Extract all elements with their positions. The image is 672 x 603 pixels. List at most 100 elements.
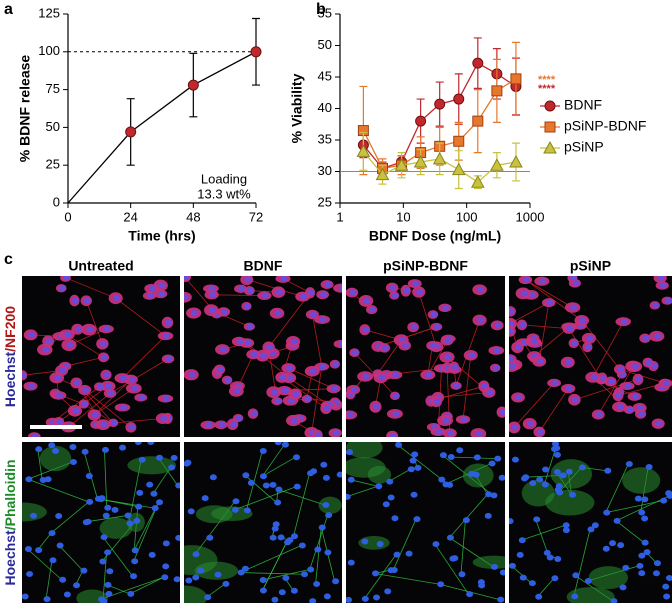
neurite (597, 374, 623, 415)
actin-patch (22, 502, 47, 522)
neurite (350, 479, 378, 487)
nucleus (322, 474, 330, 481)
nucleus (237, 569, 245, 576)
nucleus (346, 493, 351, 500)
nucleus (369, 306, 377, 313)
nucleus (490, 492, 498, 499)
data-point (413, 155, 428, 168)
nucleus (243, 303, 251, 310)
micrograph (184, 442, 342, 603)
nucleus (101, 354, 109, 361)
y-tick-label: 75 (46, 81, 60, 96)
legend-marker (543, 140, 557, 154)
nucleus (206, 534, 214, 541)
nucleus (298, 542, 306, 549)
nucleus (184, 460, 191, 467)
nucleus (73, 582, 81, 589)
neurite (615, 520, 645, 543)
nucleus (184, 294, 189, 301)
nucleus (161, 574, 169, 581)
nucleus (411, 451, 419, 458)
data-point (250, 46, 262, 58)
nucleus (372, 570, 380, 577)
nucleus (204, 594, 212, 601)
data-line (67, 51, 257, 204)
nucleus (641, 515, 649, 522)
actin-patch (588, 566, 628, 590)
actin-patch (194, 561, 239, 580)
nucleus (509, 363, 516, 370)
nucleus (222, 580, 230, 587)
neurite (268, 292, 311, 348)
nucleus (64, 331, 72, 338)
nucleus (553, 451, 561, 458)
nucleus (150, 490, 158, 497)
x-tick-label: 100 (456, 209, 478, 224)
nucleus (634, 495, 642, 502)
actin-patch (346, 442, 383, 459)
nucleus (208, 285, 216, 292)
nucleus (127, 590, 135, 597)
nucleus (290, 417, 298, 424)
legend-label: pSiNP-BDNF (564, 118, 646, 134)
neurite (374, 573, 440, 585)
nucleus (280, 276, 288, 282)
nucleus (246, 287, 254, 294)
neurite (605, 500, 663, 514)
nucleus (69, 443, 77, 450)
data-point (432, 151, 447, 165)
nucleus (413, 516, 421, 523)
nucleus (363, 297, 371, 304)
nucleus (453, 382, 461, 389)
nucleus (318, 524, 326, 531)
data-point (125, 126, 137, 138)
nucleus (103, 371, 111, 378)
nucleus (632, 393, 640, 400)
nucleus (376, 540, 384, 547)
row-label-part: Hoechst (2, 530, 18, 586)
nucleus (187, 508, 195, 515)
nucleus (259, 577, 267, 584)
neurite (513, 382, 555, 428)
nucleus (39, 476, 47, 483)
nucleus (314, 546, 322, 553)
nucleus (432, 541, 440, 548)
nucleus (219, 346, 227, 353)
neurite (94, 388, 135, 416)
nucleus (391, 292, 399, 299)
nucleus (414, 464, 422, 471)
y-tick-label: 55 (318, 5, 332, 20)
nucleus (131, 547, 139, 554)
row-label: Hoechst/Phalloidin (2, 459, 18, 585)
nucleus (617, 403, 625, 410)
x-tick-label: 24 (123, 209, 137, 224)
nucleus (584, 578, 592, 585)
nucleus (498, 474, 505, 481)
nucleus (162, 563, 170, 570)
nucleus (218, 421, 226, 428)
actin-patch (545, 489, 595, 516)
nucleus (49, 557, 57, 564)
nucleus (446, 534, 454, 541)
nucleus (31, 433, 39, 437)
nucleus (126, 520, 134, 527)
nucleus (539, 278, 547, 285)
nucleus (106, 568, 114, 575)
nucleus (662, 583, 670, 590)
nucleus (636, 562, 644, 569)
data-point (509, 155, 523, 168)
nucleus (323, 405, 331, 412)
nucleus (591, 522, 599, 529)
nucleus (541, 481, 549, 488)
nucleus (565, 359, 573, 366)
nucleus (494, 322, 502, 329)
nucleus (553, 445, 561, 452)
nucleus (319, 363, 327, 370)
significance: **** (538, 83, 556, 95)
nucleus (233, 388, 241, 395)
nucleus (319, 316, 327, 323)
annotation: 13.3 wt% (197, 186, 251, 201)
nucleus (571, 396, 579, 403)
nucleus (490, 563, 498, 570)
nucleus (231, 506, 239, 513)
